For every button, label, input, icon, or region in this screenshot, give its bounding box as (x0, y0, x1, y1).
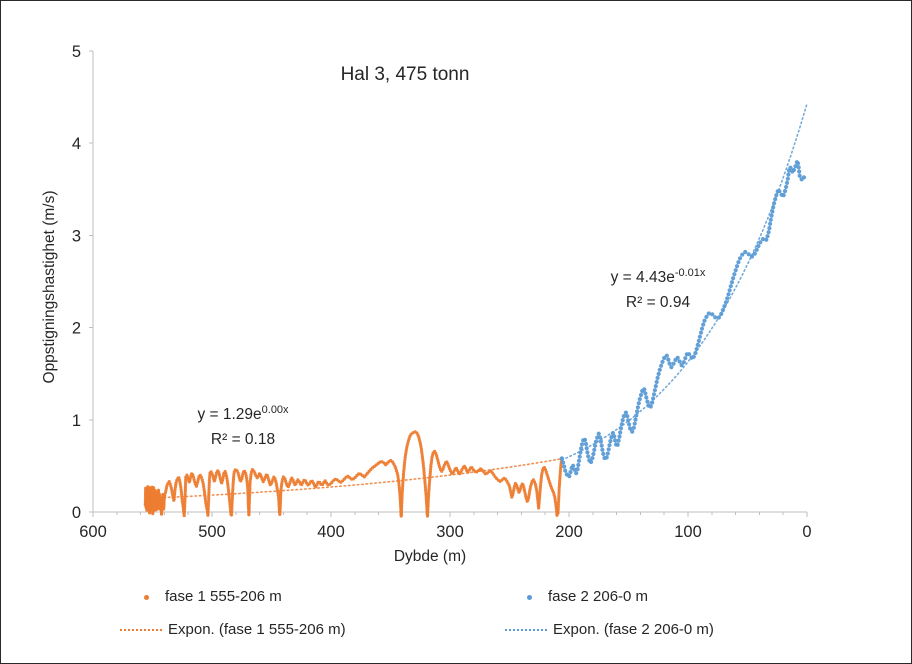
chart-title: Hal 3, 475 tonn (340, 64, 470, 85)
x-tick-label: 500 (198, 523, 226, 541)
trendline-annotation-fase1: y = 1.29e0.00x R² = 0.18 (197, 403, 288, 452)
axis-tick-labels: 600 500 400 300 200 100 0 0 1 2 3 4 5 (72, 43, 812, 541)
legend-item-fase1: fase 1 555-206 m (144, 588, 282, 605)
legend-label-expon-fase2: Expon. (fase 2 206-0 m) (553, 621, 714, 638)
legend-marker-expon-fase1-line-icon (120, 629, 162, 632)
equation-fase1-base: y = 1.29e (197, 406, 262, 423)
legend-item-expon-fase1: Expon. (fase 1 555-206 m) (120, 621, 346, 638)
series-dots-1 (143, 430, 564, 518)
legend-label-fase1: fase 1 555-206 m (165, 588, 282, 605)
x-tick-label: 0 (802, 523, 811, 541)
legend-marker-fase2-dot-icon (527, 594, 532, 600)
y-tick-label: 2 (72, 320, 81, 338)
x-axis-title: Dybde (m) (393, 548, 467, 565)
y-tick-label: 1 (72, 412, 81, 430)
x-tick-label: 300 (436, 523, 464, 541)
equation-fase2: y = 4.43e-0.01x (611, 266, 706, 291)
y-tick-label: 3 (72, 227, 81, 245)
x-tick-label: 200 (555, 523, 583, 541)
r-squared-fase1: R² = 0.18 (210, 431, 276, 448)
x-tick-label: 600 (79, 523, 107, 541)
legend-item-fase2: fase 2 206-0 m (527, 588, 648, 605)
trendline-1 (145, 457, 563, 500)
legend-item-expon-fase2: Expon. (fase 2 206-0 m) (505, 621, 714, 638)
r-squared-fase2: R² = 0.94 (625, 294, 691, 311)
y-tick-label: 5 (72, 43, 81, 61)
y-tick-label: 4 (72, 135, 81, 153)
legend-marker-expon-fase2-line-icon (505, 629, 547, 632)
equation-fase2-exponent: -0.01x (674, 267, 706, 279)
x-tick-label: 400 (317, 523, 345, 541)
y-tick-label: 0 (72, 504, 81, 522)
y-axis-title: Oppstigningshastighet (m/s) (41, 190, 58, 384)
legend-label-fase2: fase 2 206-0 m (548, 588, 649, 605)
equation-fase1: y = 1.29e0.00x (197, 403, 288, 428)
equation-fase2-base: y = 4.43e (610, 269, 675, 286)
x-tick-label: 100 (674, 523, 702, 541)
trendline-2 (561, 102, 808, 461)
legend-marker-fase1-dot-icon (144, 594, 149, 600)
series-dots-2 (559, 160, 807, 479)
trendline-annotation-fase2: y = 4.43e-0.01x R² = 0.94 (611, 266, 706, 315)
legend-label-expon-fase1: Expon. (fase 1 555-206 m) (168, 621, 346, 638)
equation-fase1-exponent: 0.00x (261, 404, 289, 416)
